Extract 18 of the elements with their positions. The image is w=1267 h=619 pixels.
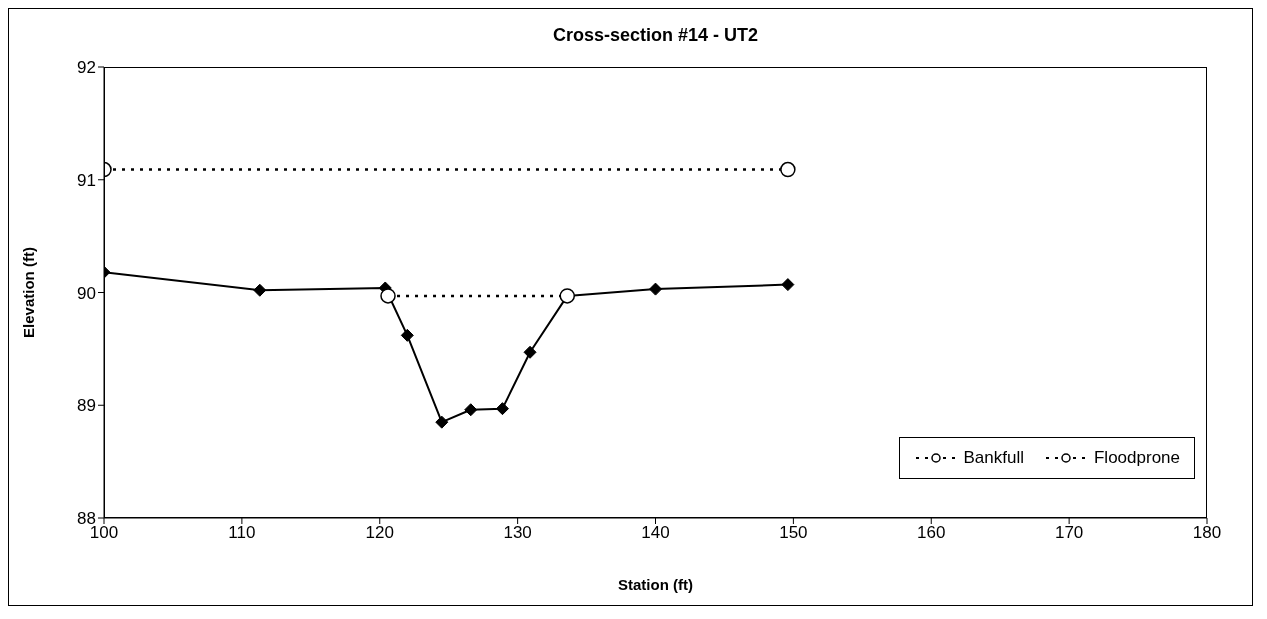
x-tick-label: 110	[228, 523, 256, 543]
x-tick-label: 130	[503, 523, 532, 543]
x-axis-title: Station (ft)	[618, 576, 693, 593]
x-tick-label: 120	[365, 523, 394, 543]
chart-title: Cross-section #14 - UT2	[551, 25, 760, 46]
y-axis-title: Elevation (ft)	[20, 247, 38, 338]
y-tick-label: 92	[77, 58, 96, 78]
x-tick-label: 160	[917, 523, 946, 543]
x-tick-label: 150	[779, 523, 808, 543]
x-tick-label: 100	[89, 523, 119, 543]
y-tick-label: 89	[77, 396, 96, 416]
x-tick-label: 180	[1192, 523, 1222, 543]
y-tick-label: 91	[77, 170, 96, 190]
x-tick-label: 170	[1054, 523, 1084, 543]
y-tick-label: 90	[77, 283, 96, 303]
legend-label: Floodprone	[1093, 448, 1180, 468]
x-tick-label: 140	[641, 523, 670, 543]
legend-label: Bankfull	[963, 448, 1024, 468]
